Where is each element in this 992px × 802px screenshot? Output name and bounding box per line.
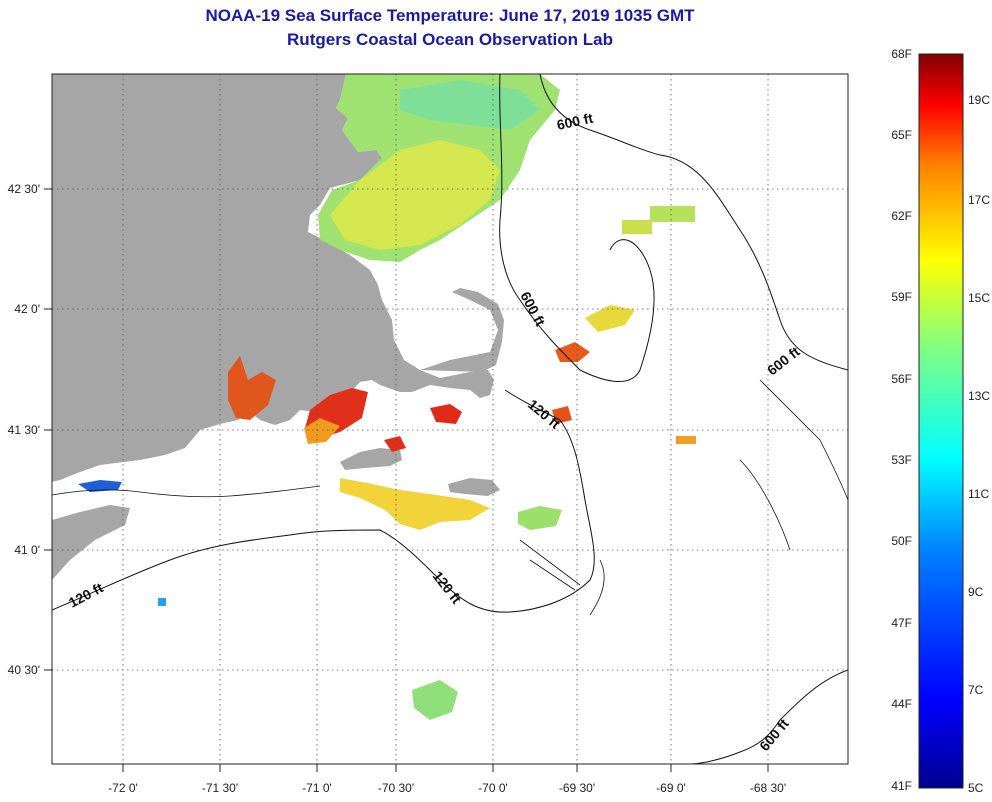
colorbar <box>918 53 964 789</box>
lon-label: -70 0' <box>478 781 508 795</box>
colorbar-f-label: 56F <box>891 372 912 386</box>
lon-label: -71 0' <box>302 781 332 795</box>
contour-120-cape <box>52 389 595 613</box>
axis-ticks <box>44 188 769 772</box>
colorbar-c-label: 7C <box>968 683 984 697</box>
land-long-island <box>52 505 130 580</box>
sst-patch-11 <box>412 680 458 720</box>
lon-labels: -72 0' -71 30' -71 0' -70 30' -70 0' -69… <box>108 781 786 795</box>
sst-patch-3 <box>585 305 635 332</box>
land-nantucket <box>448 478 500 496</box>
colorbar-c-label: 9C <box>968 585 984 599</box>
map-frame <box>51 73 849 765</box>
colorbar-f-label: 62F <box>891 209 912 223</box>
colorbar-c-labels: 19C 17C 15C 13C 11C 9C 7C 5C <box>968 93 990 795</box>
sst-gulf-yellow <box>330 140 500 250</box>
lon-label: -70 30' <box>378 781 414 795</box>
colorbar-c-label: 19C <box>968 93 990 107</box>
lat-label: 41 30' <box>8 423 40 437</box>
colorbar-f-label: 53F <box>891 453 912 467</box>
colorbar-f-label: 41F <box>891 779 912 793</box>
lat-label: 40 30' <box>8 663 40 677</box>
sst-patch-1 <box>650 206 695 222</box>
colorbar-c-label: 15C <box>968 291 990 305</box>
colorbar-c-label: 11C <box>968 487 989 501</box>
depth-label: 600 ft <box>555 110 594 133</box>
sst-narragansett <box>228 356 276 420</box>
sst-cold-patch <box>78 480 122 492</box>
lon-label: -68 30' <box>750 781 786 795</box>
land-marthas-vineyard <box>340 448 402 470</box>
sst-gulf-cyan <box>400 80 540 130</box>
lat-label: 42 0' <box>14 302 40 316</box>
colorbar-f-label: 44F <box>891 697 912 711</box>
colorbar-c-label: 13C <box>968 389 990 403</box>
sst-patch-10 <box>158 598 166 606</box>
graticule <box>52 74 848 764</box>
sst-vineyard-sound <box>304 418 340 444</box>
colorbar-f-label: 59F <box>891 290 912 304</box>
title-line-1: NOAA-19 Sea Surface Temperature: June 17… <box>205 6 695 25</box>
lat-labels: 42 30' 42 0' 41 30' 41 0' 40 30' <box>8 182 40 677</box>
sst-patch-8 <box>384 436 406 452</box>
colorbar-f-label: 50F <box>891 534 912 548</box>
contour-coast-south <box>52 485 321 498</box>
lat-label: 41 0' <box>14 543 40 557</box>
contour-600-gulf <box>539 74 848 371</box>
sst-patch-2 <box>622 220 652 234</box>
sst-south-shoals <box>340 478 490 530</box>
colorbar-c-label: 17C <box>968 193 990 207</box>
lat-label: 42 30' <box>8 182 40 196</box>
lon-label: -69 0' <box>656 781 686 795</box>
lon-label: -69 30' <box>559 781 595 795</box>
contour-offshore <box>739 379 848 551</box>
sst-patch-9 <box>518 506 562 530</box>
colorbar-f-label: 68F <box>891 47 912 61</box>
sst-patch-6 <box>552 406 572 424</box>
sst-patch-5 <box>676 436 696 444</box>
sst-patch-7 <box>430 404 462 424</box>
sst-patch-4 <box>555 342 590 362</box>
lon-label: -71 30' <box>202 781 238 795</box>
land-new-england <box>52 74 494 482</box>
land-cape-cod <box>420 288 504 372</box>
colorbar-f-labels: 68F 65F 62F 59F 56F 53F 50F 47F 44F 41F <box>891 47 912 793</box>
colorbar-c-label: 5C <box>968 781 984 795</box>
lon-label: -72 0' <box>108 781 138 795</box>
contour-georges <box>519 539 605 616</box>
contour-600-inner <box>499 74 655 383</box>
colorbar-f-label: 47F <box>891 616 912 630</box>
title-line-2: Rutgers Coastal Ocean Observation Lab <box>287 30 613 49</box>
colorbar-f-label: 65F <box>891 128 912 142</box>
